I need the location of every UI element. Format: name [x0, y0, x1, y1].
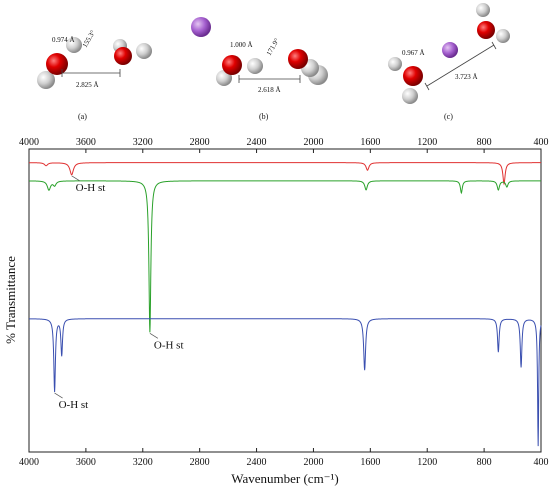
- x-tick-label: 1200: [417, 457, 437, 468]
- distance-label-b: 2.618 Å: [258, 86, 281, 94]
- x-tick-label: 400: [534, 457, 549, 468]
- hydrogen-atom: [388, 57, 402, 71]
- x-tick-label: 800: [477, 457, 492, 468]
- series-layer: [28, 162, 542, 447]
- bond-length-label-a: 0.974 Å: [52, 36, 75, 44]
- x-tick-label: 2000: [303, 457, 323, 468]
- bottom-x-axis: 4000 3600 3200 2800 2400 2000 1600 1200 800 400: [19, 448, 549, 468]
- panel-label-b: (b): [259, 112, 269, 121]
- x-tick-label: 2400: [247, 137, 267, 148]
- oxygen-atom: [403, 66, 423, 86]
- water-molecule-a2: [113, 39, 152, 65]
- ion-atom: [191, 17, 211, 37]
- hydrogen-atom: [402, 88, 418, 104]
- distance-bracket-b: [238, 75, 301, 83]
- hydrogen-atom: [37, 71, 55, 89]
- x-tick-label: 400: [534, 137, 549, 148]
- water-molecule-b1: [216, 55, 263, 86]
- annotation-leader: [149, 333, 159, 339]
- oxygen-atom: [477, 21, 495, 39]
- ir-spectrum-chart: 4000 3600 3200 2800 2400 2000 1600 1200 800 400 4…: [3, 137, 549, 486]
- annotation-leader: [71, 175, 80, 182]
- oxygen-atom: [222, 55, 242, 75]
- annotation-label: O-H st: [154, 339, 184, 351]
- panel-label-a: (a): [78, 112, 87, 121]
- x-tick-label: 3200: [133, 137, 153, 148]
- x-tick-label: 3600: [76, 457, 96, 468]
- hydrogen-atom: [66, 37, 82, 53]
- x-tick-label: 2800: [190, 457, 210, 468]
- distance-label-a: 2.825 Å: [76, 81, 99, 89]
- oxygen-atom: [46, 53, 68, 75]
- x-tick-label: 800: [477, 137, 492, 148]
- top-x-axis: 4000 3600 3200 2800 2400 2000 1600 1200 800 400: [19, 137, 549, 153]
- water-molecule-b2: [288, 49, 328, 85]
- distance-label-c: 3.723 Å: [455, 73, 478, 81]
- plot-frame: [28, 148, 542, 453]
- annotation-leader: [54, 392, 63, 399]
- hydrogen-atom: [247, 58, 263, 74]
- angle-label-a: 155.3°: [81, 29, 97, 49]
- x-tick-label: 1600: [360, 457, 380, 468]
- distance-bracket-a: [61, 69, 121, 77]
- annotation-label: O-H st: [76, 182, 106, 194]
- hydrogen-atom: [136, 43, 152, 59]
- y-axis-label: % Transmittance: [3, 256, 18, 344]
- spectrum-line-1: [29, 162, 541, 186]
- water-molecule-c2: [476, 3, 510, 43]
- annotation-label: O-H st: [59, 399, 89, 411]
- x-tick-label: 3600: [76, 137, 96, 148]
- x-tick-label: 3200: [133, 457, 153, 468]
- x-tick-label: 4000: [19, 457, 39, 468]
- panel-label-c: (c): [444, 112, 453, 121]
- bond-length-label-c: 0.967 Å: [402, 49, 425, 57]
- panel-c: 0.967 Å 3.723 Å (c): [388, 3, 510, 121]
- distance-bracket-c: [424, 41, 497, 91]
- water-molecule-c1: [388, 57, 423, 104]
- angle-label-b: 171.9°: [265, 37, 281, 57]
- water-molecule-a1: [37, 37, 82, 89]
- oxygen-atom: [114, 47, 132, 65]
- x-tick-label: 2800: [190, 137, 210, 148]
- panel-b: 1.000 Å 171.9° 2.618 Å (b): [191, 17, 328, 121]
- x-tick-label: 2400: [247, 457, 267, 468]
- panel-a: 0.974 Å 155.3° 2.825 Å (a): [37, 29, 152, 121]
- oxygen-atom: [288, 49, 308, 69]
- x-tick-label: 1600: [360, 137, 380, 148]
- spectrum-line-3: [28, 318, 542, 447]
- x-axis-label: Wavenumber (cm⁻¹): [231, 471, 339, 486]
- spectrum-line-2: [28, 180, 541, 333]
- bond-length-label-b: 1.000 Å: [230, 41, 253, 49]
- hydrogen-atom: [496, 29, 510, 43]
- x-tick-label: 1200: [417, 137, 437, 148]
- ion-atom: [442, 42, 458, 58]
- annotation-layer: O-H st O-H st O-H st: [54, 175, 184, 411]
- hydrogen-atom: [476, 3, 490, 17]
- x-tick-label: 4000: [19, 137, 39, 148]
- x-tick-label: 2000: [303, 137, 323, 148]
